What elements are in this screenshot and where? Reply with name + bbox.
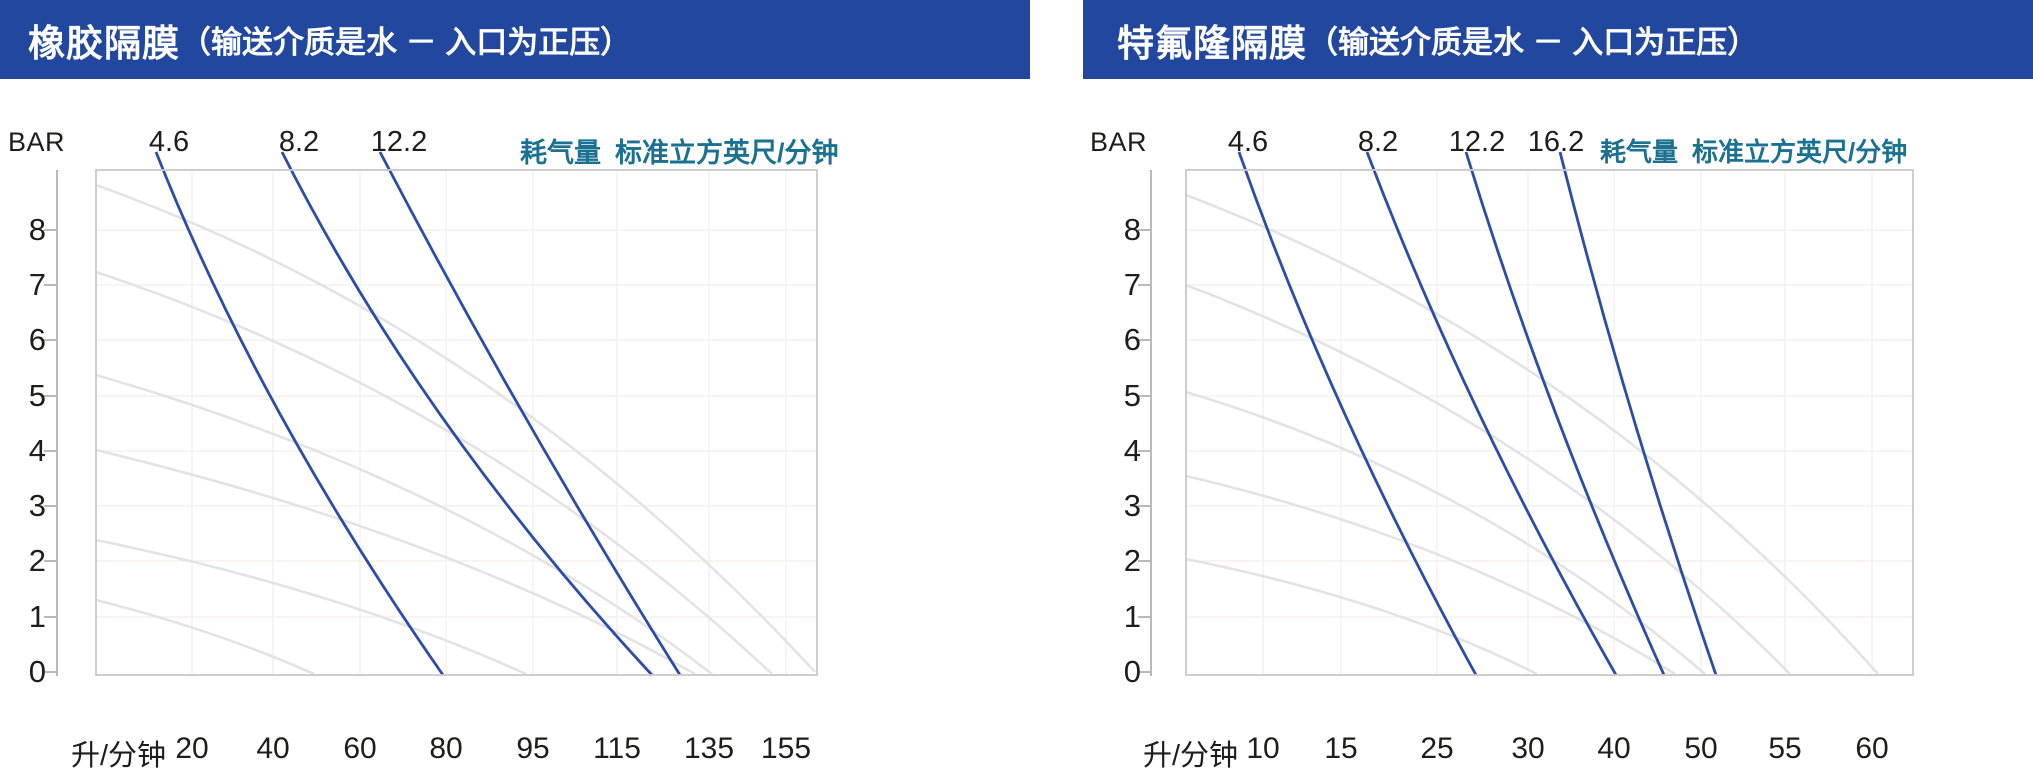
left-y-tick-3: 3 <box>28 488 46 523</box>
left-x-tick-3: 60 <box>343 732 377 765</box>
right-air-curve-label-3: 12.2 <box>1448 126 1506 158</box>
right-air-curve-8.2 <box>1365 151 1618 676</box>
left-performance-curve-6 <box>95 598 315 676</box>
right-performance-curve-5 <box>1185 557 1538 676</box>
left-performance-curve-5 <box>95 538 527 676</box>
right-air-curve-label-1: 4.6 <box>1227 126 1269 158</box>
right-performance-curve-2 <box>1185 283 1791 675</box>
left-flow-unit-label: 升/分钟 <box>70 740 166 772</box>
right-y-tick-2: 2 <box>1123 543 1141 578</box>
right-y-tick-3: 3 <box>1123 488 1141 523</box>
right-chart-title-condition: （输送介质是水 － 入口为正压） <box>1307 25 1759 60</box>
left-performance-curve-3 <box>95 373 713 676</box>
left-air-legend-unit: 标准立方英尺/分钟 <box>615 138 839 168</box>
right-air-curve-4.6 <box>1237 151 1478 676</box>
left-performance-curves <box>95 183 816 676</box>
left-x-tick-6: 115 <box>593 732 641 765</box>
left-performance-curve-2 <box>95 270 773 675</box>
right-chart-title: 特氟隆隔膜 <box>1117 22 1307 64</box>
left-air-curve-label-2: 8.2 <box>278 126 320 158</box>
right-y-tick-5: 5 <box>1123 378 1141 413</box>
right-air-legend-title: 耗气量 <box>1600 137 1679 167</box>
right-y-tick-1: 1 <box>1123 599 1141 634</box>
right-y-tick-0: 0 <box>1123 654 1141 689</box>
right-x-tick-3: 25 <box>1420 732 1454 765</box>
right-air-curve-label-2: 8.2 <box>1357 126 1399 158</box>
left-horizontal-gridlines <box>97 229 816 618</box>
right-y-tick-4: 4 <box>1123 433 1141 468</box>
left-chart-title: 橡胶隔膜 <box>28 22 180 64</box>
left-x-tick-1: 20 <box>175 732 209 765</box>
right-chart-plot <box>1138 151 1914 676</box>
right-flow-unit-label: 升/分钟 <box>1142 740 1238 772</box>
right-x-tick-6: 50 <box>1684 732 1718 765</box>
left-air-curve-label-3: 12.2 <box>370 126 428 158</box>
right-x-tick-5: 40 <box>1597 732 1631 765</box>
left-air-legend: 耗气量 标准立方英尺/分钟 <box>520 131 839 170</box>
left-air-curve-12.2 <box>378 151 682 676</box>
left-y-tick-2: 2 <box>28 543 46 578</box>
left-y-tick-1: 1 <box>28 599 46 634</box>
left-chart-title-bar: 橡胶隔膜 （输送介质是水 － 入口为正压） <box>0 0 1030 79</box>
left-air-legend-title: 耗气量 <box>520 138 601 168</box>
left-pressure-unit-label: BAR <box>8 127 66 157</box>
left-air-consumption-curves <box>154 151 682 676</box>
right-vertical-gridlines <box>1262 171 1873 674</box>
right-air-legend: 耗气量 标准立方英尺/分钟 <box>1600 132 1907 169</box>
left-y-tick-5: 5 <box>28 378 46 413</box>
left-x-tick-8: 155 <box>760 732 812 765</box>
left-x-tick-2: 40 <box>256 732 290 765</box>
right-pressure-unit-label: BAR <box>1090 127 1148 157</box>
left-y-tick-7: 7 <box>28 267 46 302</box>
left-plot-border <box>95 169 818 676</box>
right-chart-title-bar: 特氟隆隔膜 （输送介质是水 － 入口为正压） <box>1083 0 2033 79</box>
right-performance-curve-4 <box>1185 474 1676 676</box>
right-air-curve-16.2 <box>1558 151 1718 676</box>
right-air-curve-12.2 <box>1464 151 1666 676</box>
left-vertical-gridlines <box>191 171 787 674</box>
right-air-legend-unit: 标准立方英尺/分钟 <box>1692 137 1908 167</box>
left-air-curve-label-1: 4.6 <box>148 126 190 158</box>
right-x-tick-2: 15 <box>1324 732 1358 765</box>
right-performance-curves <box>1185 193 1879 676</box>
left-y-tick-8: 8 <box>28 212 46 247</box>
right-y-tick-6: 6 <box>1123 322 1141 357</box>
left-air-curve-4.6 <box>154 151 445 676</box>
left-performance-curve-4 <box>95 448 696 676</box>
left-chart-title-condition: （输送介质是水 － 入口为正压） <box>180 25 632 60</box>
right-x-tick-8: 60 <box>1855 732 1889 765</box>
right-air-consumption-curves <box>1237 151 1718 676</box>
left-y-tick-4: 4 <box>28 433 46 468</box>
right-y-tick-7: 7 <box>1123 267 1141 302</box>
right-y-axis <box>1138 170 1152 676</box>
left-y-tick-0: 0 <box>28 654 46 689</box>
left-y-axis <box>44 170 58 676</box>
right-air-curve-label-4: 16.2 <box>1527 126 1585 158</box>
right-plot-border <box>1185 169 1914 676</box>
right-y-tick-8: 8 <box>1123 212 1141 247</box>
right-performance-curve-3 <box>1185 390 1706 675</box>
left-x-tick-5: 95 <box>516 732 550 765</box>
right-x-tick-1: 10 <box>1246 732 1280 765</box>
left-x-tick-7: 135 <box>683 732 735 765</box>
left-x-tick-4: 80 <box>429 732 463 765</box>
right-performance-curve-1 <box>1185 193 1879 675</box>
left-chart-plot <box>44 151 818 676</box>
left-y-tick-6: 6 <box>28 322 46 357</box>
right-x-tick-4: 30 <box>1511 732 1545 765</box>
left-air-curve-8.2 <box>280 151 654 676</box>
right-x-tick-7: 55 <box>1768 732 1802 765</box>
left-performance-curve-1 <box>95 183 816 673</box>
